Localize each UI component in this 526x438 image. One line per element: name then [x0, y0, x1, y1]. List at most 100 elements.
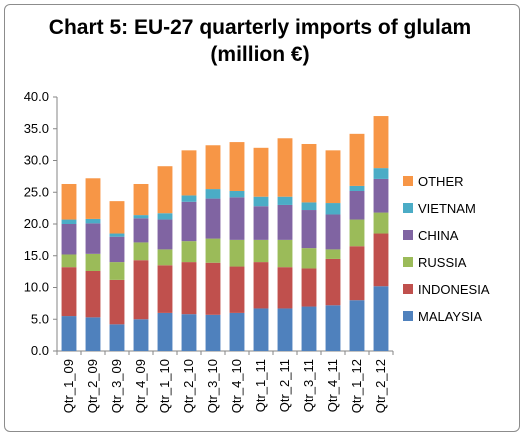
bar-malaysia-qtr-4-11: [325, 305, 341, 351]
bar-russia-qtr-3-10: [205, 238, 221, 263]
bar-malaysia-qtr-2-09: [85, 317, 101, 351]
bar-vietnam-qtr-4-09: [133, 215, 149, 219]
bar-malaysia-qtr-1-11: [253, 308, 269, 351]
bar-vietnam-qtr-1-12: [349, 185, 365, 191]
bar-china-qtr-4-09: [133, 218, 149, 243]
bar-malaysia-qtr-2-10: [181, 314, 197, 351]
bar-china-qtr-2-10: [181, 201, 197, 242]
bar-russia-qtr-4-09: [133, 242, 149, 261]
bar-malaysia-qtr-1-12: [349, 300, 365, 351]
bar-vietnam-qtr-3-11: [301, 202, 317, 211]
bar-indonesia-qtr-1-09: [61, 267, 77, 317]
bar-indonesia-qtr-3-11: [301, 268, 317, 307]
bar-russia-qtr-1-11: [253, 239, 269, 263]
bar-russia-qtr-2-12: [373, 212, 389, 234]
bar-other-qtr-2-12: [373, 116, 389, 169]
bar-russia-qtr-1-12: [349, 219, 365, 247]
x-tick-label: Qtr_2_09: [85, 359, 100, 413]
y-tick-label: 15.0: [24, 248, 49, 263]
bar-vietnam-qtr-2-11: [277, 196, 293, 205]
x-tick-label: Qtr_1_12: [349, 359, 364, 413]
chart-title: Chart 5: EU-27 quarterly imports of glul…: [48, 16, 472, 66]
legend-swatch-russia: [403, 257, 413, 267]
bar-malaysia-qtr-2-11: [277, 308, 293, 351]
legend-label-indonesia: INDONESIA: [418, 282, 490, 297]
bar-china-qtr-1-10: [157, 219, 173, 250]
x-tick-label: Qtr_3_11: [301, 359, 316, 412]
y-tick-label: 0.0: [31, 343, 49, 358]
y-tick-label: 35.0: [24, 121, 49, 136]
bar-malaysia-qtr-4-09: [133, 319, 149, 351]
bar-other-qtr-3-11: [301, 143, 317, 203]
bar-vietnam-qtr-2-10: [181, 195, 197, 202]
bar-china-qtr-2-11: [277, 204, 293, 240]
legend-swatch-malaysia: [403, 311, 413, 321]
bar-russia-qtr-2-11: [277, 239, 293, 268]
y-tick-label: 10.0: [24, 280, 49, 295]
x-tick-label: Qtr_2_12: [373, 359, 388, 413]
bar-china-qtr-4-11: [325, 214, 341, 250]
bar-indonesia-qtr-1-11: [253, 262, 269, 309]
y-tick-label: 40.0: [24, 89, 49, 104]
bar-china-qtr-3-10: [205, 198, 221, 239]
bar-other-qtr-2-11: [277, 138, 293, 197]
x-tick-label: Qtr_3_09: [109, 359, 124, 413]
bar-vietnam-qtr-2-12: [373, 168, 389, 179]
bar-indonesia-qtr-2-09: [85, 270, 101, 318]
bar-russia-qtr-1-09: [61, 254, 77, 268]
bar-other-qtr-4-09: [133, 183, 149, 216]
legend-swatch-vietnam: [403, 203, 413, 213]
bar-other-qtr-1-09: [61, 183, 77, 220]
x-tick-label: Qtr_2_11: [277, 359, 292, 412]
bar-russia-qtr-4-10: [229, 239, 245, 267]
bar-vietnam-qtr-1-10: [157, 213, 173, 220]
legend-label-china: CHINA: [418, 228, 459, 243]
legend-label-vietnam: VIETNAM: [418, 201, 476, 216]
bar-vietnam-qtr-1-09: [61, 219, 77, 224]
bar-russia-qtr-1-10: [157, 249, 173, 266]
bar-malaysia-qtr-2-12: [373, 286, 389, 351]
bar-china-qtr-1-11: [253, 206, 269, 240]
legend-swatch-other: [403, 176, 413, 186]
bar-vietnam-qtr-3-09: [109, 233, 125, 237]
bar-russia-qtr-4-11: [325, 249, 341, 259]
x-tick-label: Qtr_1_09: [61, 359, 76, 413]
x-tick-label: Qtr_4_09: [133, 359, 148, 413]
bar-russia-qtr-3-11: [301, 248, 317, 269]
bar-china-qtr-1-12: [349, 190, 365, 220]
bar-indonesia-qtr-2-10: [181, 262, 197, 315]
bar-russia-qtr-2-09: [85, 253, 101, 271]
legend-label-other: OTHER: [418, 174, 464, 189]
bar-malaysia-qtr-3-11: [301, 306, 317, 351]
bar-malaysia-qtr-1-10: [157, 312, 173, 351]
bar-other-qtr-2-10: [181, 150, 197, 196]
bar-vietnam-qtr-2-09: [85, 218, 101, 224]
bar-indonesia-qtr-1-12: [349, 246, 365, 301]
bar-vietnam-qtr-4-10: [229, 190, 245, 198]
bar-indonesia-qtr-3-10: [205, 262, 221, 315]
bar-other-qtr-1-10: [157, 166, 173, 214]
bar-indonesia-qtr-2-12: [373, 233, 389, 287]
bar-china-qtr-2-09: [85, 223, 101, 254]
x-tick-label: Qtr_2_10: [181, 359, 196, 413]
bar-malaysia-qtr-3-10: [205, 314, 221, 351]
bar-vietnam-qtr-4-11: [325, 203, 341, 215]
x-tick-label: Qtr_1_11: [253, 359, 268, 412]
bar-other-qtr-3-09: [109, 201, 125, 234]
y-tick-label: 20.0: [24, 216, 49, 231]
bar-other-qtr-2-09: [85, 178, 101, 219]
legend-label-russia: RUSSIA: [418, 255, 467, 270]
legend-swatch-china: [403, 230, 413, 240]
bar-vietnam-qtr-1-11: [253, 196, 269, 207]
bar-indonesia-qtr-4-09: [133, 260, 149, 320]
bar-vietnam-qtr-3-10: [205, 189, 221, 199]
bar-other-qtr-4-11: [325, 150, 341, 204]
bar-indonesia-qtr-4-10: [229, 266, 245, 313]
bar-russia-qtr-3-09: [109, 262, 125, 280]
y-tick-label: 30.0: [24, 153, 49, 168]
bar-malaysia-qtr-1-09: [61, 316, 77, 351]
bar-china-qtr-3-09: [109, 236, 125, 263]
bar-other-qtr-1-11: [253, 147, 269, 197]
bar-russia-qtr-2-10: [181, 241, 197, 263]
